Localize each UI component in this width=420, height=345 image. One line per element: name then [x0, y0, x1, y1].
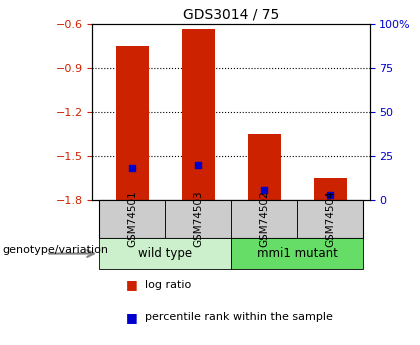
Text: ■: ■ — [126, 311, 138, 324]
Bar — [181, 29, 215, 200]
Bar — [99, 200, 165, 238]
Text: GSM74502: GSM74502 — [259, 191, 269, 247]
Bar — [99, 200, 363, 238]
Text: wild type: wild type — [138, 247, 192, 260]
Bar — [247, 134, 281, 200]
Point — [194, 162, 201, 168]
Bar — [231, 200, 297, 238]
Bar — [165, 200, 231, 238]
Bar — [313, 178, 346, 200]
Point — [261, 187, 268, 192]
Point — [327, 192, 333, 198]
Text: genotype/variation: genotype/variation — [2, 245, 108, 255]
Title: GDS3014 / 75: GDS3014 / 75 — [183, 8, 279, 22]
Point — [129, 166, 135, 171]
Bar — [99, 238, 231, 269]
Bar — [231, 238, 363, 269]
Text: mmi1 mutant: mmi1 mutant — [257, 247, 337, 260]
Bar — [297, 200, 363, 238]
Text: GSM74504: GSM74504 — [325, 191, 335, 247]
Bar — [116, 46, 149, 200]
Text: GSM74501: GSM74501 — [127, 191, 137, 247]
Text: ■: ■ — [126, 278, 138, 291]
Text: log ratio: log ratio — [145, 280, 191, 289]
Text: GSM74503: GSM74503 — [193, 191, 203, 247]
Text: percentile rank within the sample: percentile rank within the sample — [145, 313, 333, 322]
